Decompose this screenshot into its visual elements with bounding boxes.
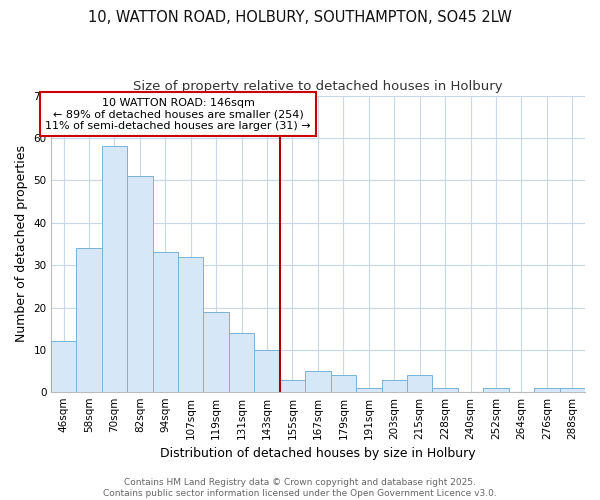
- Bar: [356, 388, 382, 392]
- Bar: [534, 388, 560, 392]
- Text: 10, WATTON ROAD, HOLBURY, SOUTHAMPTON, SO45 2LW: 10, WATTON ROAD, HOLBURY, SOUTHAMPTON, S…: [88, 10, 512, 25]
- Bar: [560, 388, 585, 392]
- Bar: [382, 380, 407, 392]
- Bar: [127, 176, 152, 392]
- Text: Contains HM Land Registry data © Crown copyright and database right 2025.
Contai: Contains HM Land Registry data © Crown c…: [103, 478, 497, 498]
- Title: Size of property relative to detached houses in Holbury: Size of property relative to detached ho…: [133, 80, 503, 93]
- Bar: [102, 146, 127, 392]
- Text: 10 WATTON ROAD: 146sqm
← 89% of detached houses are smaller (254)
11% of semi-de: 10 WATTON ROAD: 146sqm ← 89% of detached…: [45, 98, 311, 131]
- Bar: [280, 380, 305, 392]
- Bar: [254, 350, 280, 393]
- Bar: [483, 388, 509, 392]
- Bar: [433, 388, 458, 392]
- Bar: [178, 256, 203, 392]
- Bar: [76, 248, 102, 392]
- Bar: [407, 376, 433, 392]
- Bar: [152, 252, 178, 392]
- Bar: [305, 371, 331, 392]
- Bar: [51, 342, 76, 392]
- Bar: [229, 333, 254, 392]
- Bar: [203, 312, 229, 392]
- X-axis label: Distribution of detached houses by size in Holbury: Distribution of detached houses by size …: [160, 447, 476, 460]
- Y-axis label: Number of detached properties: Number of detached properties: [15, 146, 28, 342]
- Bar: [331, 376, 356, 392]
